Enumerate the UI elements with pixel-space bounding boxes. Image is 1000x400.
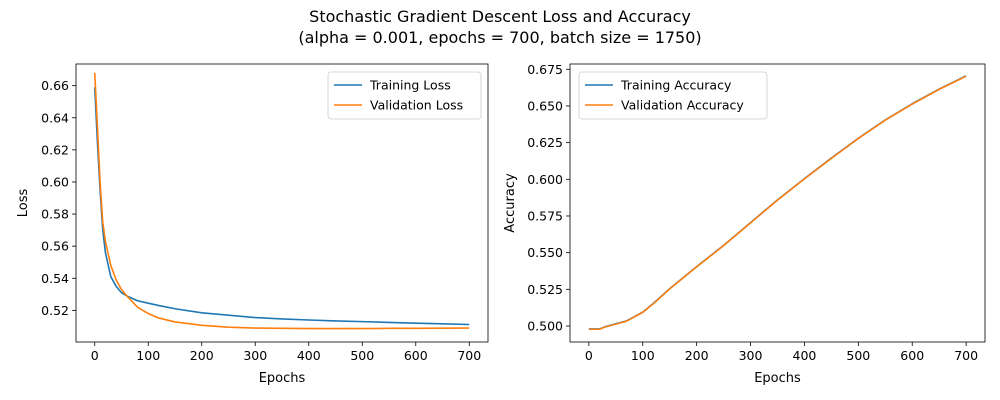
- y-tick-label: 0.62: [41, 142, 69, 157]
- legend: Training Loss Validation Loss: [327, 71, 482, 120]
- x-axis-label: Epochs: [754, 371, 801, 386]
- y-tick-label: 0.56: [41, 239, 69, 254]
- x-tick-label: 400: [793, 348, 817, 363]
- x-tick-label: 500: [846, 348, 870, 363]
- series-line-2: [588, 75, 967, 331]
- legend: Training Accuracy Validation Accuracy: [578, 71, 768, 120]
- x-tick-label: 400: [297, 348, 321, 363]
- x-tick-label: 600: [900, 348, 924, 363]
- x-tick-label: 500: [350, 348, 374, 363]
- x-tick-label: 300: [739, 348, 763, 363]
- x-tick-label: 700: [954, 348, 978, 363]
- chart-panel-2: 0 100 200 300 400 500 600 700 0.500 0.525 0.550 0.5…: [503, 62, 986, 386]
- series-line-2: [93, 72, 470, 330]
- y-tick-label: 0.575: [527, 208, 563, 223]
- figure-title-line-2: (alpha = 0.001, epochs = 700, batch size…: [298, 28, 701, 47]
- x-tick-label: 100: [136, 348, 160, 363]
- x-tick-label: 200: [685, 348, 709, 363]
- series-line-1: [93, 87, 470, 326]
- legend-entry-1: Training Accuracy: [620, 78, 732, 93]
- figure-title-line-1: Stochastic Gradient Descent Loss and Acc…: [309, 7, 691, 26]
- y-axis-label: Loss: [16, 189, 31, 218]
- x-axis-label: Epochs: [259, 371, 306, 386]
- x-tick-label: 700: [457, 348, 481, 363]
- x-tick-label: 100: [631, 348, 655, 363]
- legend-entry-2: Validation Accuracy: [621, 98, 744, 113]
- y-tick-label: 0.58: [41, 207, 69, 222]
- x-tick-label: 300: [243, 348, 267, 363]
- x-tick-label: 0: [585, 348, 593, 363]
- y-tick-label: 0.650: [527, 98, 563, 113]
- y-tick-label: 0.625: [527, 135, 563, 150]
- y-tick-label: 0.66: [41, 78, 69, 93]
- x-tick-label: 0: [91, 348, 99, 363]
- legend-entry-1: Training Loss: [369, 78, 451, 93]
- legend-box: [578, 71, 768, 120]
- axes-frame: [75, 63, 489, 343]
- y-axis-label: Accuracy: [503, 173, 518, 233]
- x-tick-label: 600: [404, 348, 428, 363]
- charts-container: 0 100 200 300 400 500 600 700 0.52 0.54 0.56 0.58 0.…: [16, 62, 986, 386]
- x-tick-label: 200: [190, 348, 214, 363]
- y-tick-label: 0.52: [41, 303, 69, 318]
- chart-panel-1: 0 100 200 300 400 500 600 700 0.52 0.54 0.56 0.58 0.…: [16, 63, 489, 386]
- y-tick-label: 0.500: [527, 319, 563, 334]
- y-tick-label: 0.550: [527, 245, 563, 260]
- y-tick-label: 0.600: [527, 172, 563, 187]
- legend-box: [327, 71, 482, 120]
- y-tick-label: 0.675: [527, 62, 563, 77]
- y-tick-label: 0.64: [41, 110, 69, 125]
- axes-frame: [569, 63, 986, 343]
- y-tick-label: 0.54: [41, 271, 69, 286]
- y-tick-label: 0.525: [527, 282, 563, 297]
- legend-entry-2: Validation Loss: [370, 98, 463, 113]
- y-tick-label: 0.60: [41, 174, 69, 189]
